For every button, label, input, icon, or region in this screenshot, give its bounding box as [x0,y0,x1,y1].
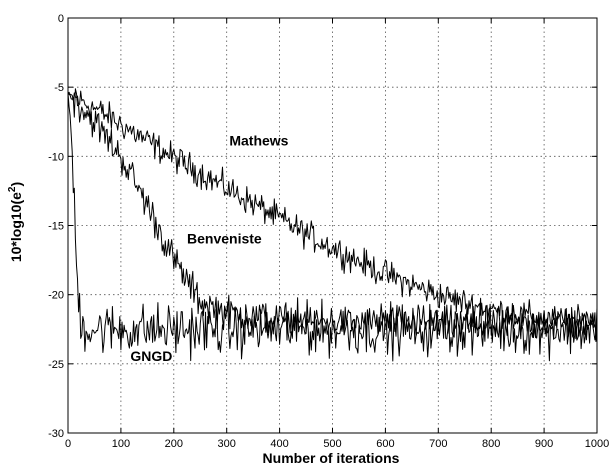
y-tick-label: -25 [48,359,64,371]
y-tick-label: 0 [58,13,64,25]
series-annotation: Mathews [229,132,288,148]
ticks: 0 100 200 300 400 500 600 700 800 900 1000 0 -5 -10 -1… [48,13,609,450]
x-tick-label: 400 [270,438,288,450]
y-tick-label: -10 [48,151,64,163]
x-tick-label: 1000 [585,438,609,450]
series-annotation: Benveniste [187,230,262,246]
x-tick-label: 300 [218,438,236,450]
plot-lines [68,89,597,361]
x-tick-label: 900 [535,438,553,450]
x-tick-label: 800 [482,438,500,450]
y-tick-label: -30 [48,428,64,440]
x-tick-label: 700 [429,438,447,450]
x-tick-label: 600 [376,438,394,450]
y-axis-label: 10*log10(e2) [7,182,24,262]
x-axis-label: Number of iterations [263,450,400,465]
y-tick-label: -5 [54,82,64,94]
series-annotation: GNGD [130,348,172,364]
x-tick-label: 500 [323,438,341,450]
x-tick-label: 100 [112,438,130,450]
x-tick-label: 200 [165,438,183,450]
grid [68,18,597,433]
y-tick-label: -15 [48,221,64,233]
y-tick-label: -20 [48,290,64,302]
x-tick-label: 0 [65,438,71,450]
